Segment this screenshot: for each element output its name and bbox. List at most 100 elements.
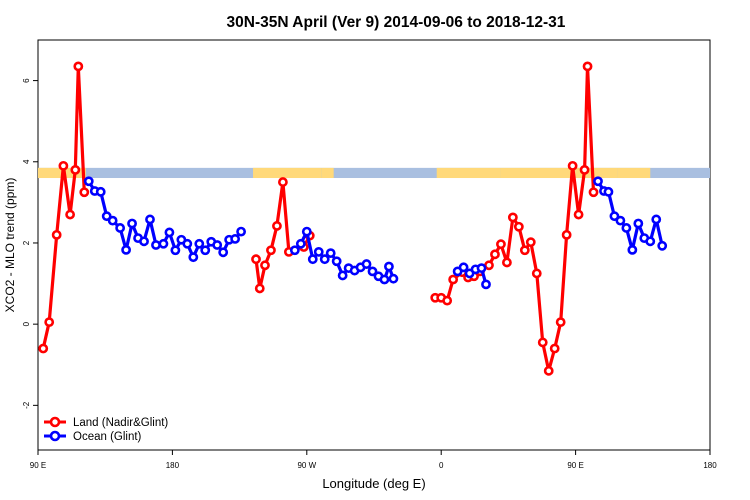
- data-point: [145, 214, 155, 225]
- data-point: [645, 236, 656, 247]
- data-point: [525, 237, 536, 248]
- data-point: [254, 283, 265, 294]
- data-point: [561, 229, 572, 240]
- data-point: [490, 249, 500, 260]
- data-point: [325, 248, 336, 259]
- data-point: [101, 211, 112, 222]
- land-band-segment: [500, 167, 576, 179]
- data-point: [170, 245, 181, 256]
- data-point: [442, 295, 453, 306]
- data-point: [307, 254, 318, 265]
- y-tick-label: 2: [22, 240, 31, 245]
- data-point: [361, 259, 372, 269]
- data-point: [621, 223, 632, 233]
- data-point: [194, 238, 205, 249]
- series-lines: [38, 61, 668, 376]
- data-point: [579, 165, 590, 175]
- data-point: [121, 244, 132, 255]
- data-point: [555, 317, 566, 328]
- data-point: [507, 212, 518, 223]
- data-point: [588, 187, 599, 198]
- data-point: [331, 256, 342, 267]
- data-point: [496, 239, 506, 250]
- data-point: [115, 223, 126, 233]
- series-land: [38, 61, 599, 376]
- data-point: [502, 257, 512, 268]
- x-tick-label: 90 W: [297, 461, 316, 470]
- data-point: [513, 221, 524, 232]
- data-point: [73, 61, 84, 72]
- data-point: [218, 247, 229, 258]
- data-point: [481, 279, 491, 290]
- chart-title: 30N-35N April (Ver 9) 2014-09-06 to 2018…: [227, 14, 566, 31]
- data-point: [593, 176, 603, 187]
- data-point: [212, 240, 223, 250]
- data-point: [289, 245, 300, 256]
- y-tick-label: 6: [22, 78, 31, 83]
- data-point: [567, 160, 578, 171]
- land-band-segment: [575, 167, 618, 179]
- data-point: [95, 186, 106, 197]
- data-point: [543, 365, 554, 376]
- data-point: [200, 245, 211, 256]
- data-point: [573, 209, 584, 220]
- x-tick-label: 180: [166, 461, 180, 470]
- data-point: [79, 187, 90, 198]
- data-point: [519, 245, 530, 256]
- data-point: [388, 273, 399, 284]
- data-point: [458, 262, 469, 273]
- data-point: [51, 229, 62, 240]
- data-point: [313, 247, 324, 257]
- data-point: [651, 214, 662, 225]
- land-band-segment: [617, 167, 651, 179]
- x-tick-label: 90 E: [30, 461, 46, 470]
- plot-frame: [37, 39, 711, 451]
- data-point: [295, 238, 306, 249]
- data-point: [627, 244, 638, 255]
- series-line: [254, 180, 291, 290]
- land-band-segment: [253, 167, 322, 179]
- y-tick-label: 0: [22, 321, 31, 326]
- y-tick-label: 4: [22, 159, 31, 164]
- data-point: [58, 160, 69, 171]
- legend-marker: [49, 416, 61, 428]
- data-point: [278, 177, 288, 187]
- data-point: [301, 226, 312, 237]
- data-point: [44, 317, 55, 328]
- y-axis-label: XCO2 - MLO trend (ppm): [3, 178, 17, 313]
- data-point: [484, 260, 494, 271]
- land-band-segment: [321, 167, 334, 179]
- data-point: [603, 186, 614, 197]
- data-point: [182, 238, 193, 249]
- x-tick-label: 0: [439, 461, 444, 470]
- legend-label: Land (Nadir&Glint): [73, 417, 168, 429]
- data-point: [70, 165, 81, 175]
- axes: 90 E 180 90 W 0 90 E 180 -2 0 2 4 6: [22, 78, 717, 470]
- data-point: [615, 215, 626, 226]
- y-tick-label: -2: [22, 401, 31, 409]
- land-band-segment: [436, 167, 501, 179]
- x-tick-label: 180: [703, 461, 717, 470]
- series-line: [41, 64, 86, 349]
- data-point: [476, 263, 487, 274]
- legend-marker: [49, 430, 61, 442]
- ocean-band: [38, 167, 710, 179]
- data-point: [633, 218, 644, 229]
- data-point: [337, 270, 348, 281]
- legend-label: Ocean (Glint): [73, 431, 142, 443]
- data-point: [65, 209, 76, 220]
- data-point: [266, 245, 276, 256]
- data-point: [537, 337, 548, 348]
- data-point: [164, 227, 175, 238]
- data-point: [367, 266, 378, 277]
- data-point: [379, 274, 390, 285]
- legend: Land (Nadir&Glint) Ocean (Glint): [44, 416, 168, 443]
- data-point: [384, 261, 394, 272]
- data-point: [448, 274, 459, 285]
- data-point: [38, 343, 49, 354]
- data-point: [83, 176, 94, 187]
- data-point: [549, 343, 560, 354]
- data-point: [230, 234, 241, 244]
- data-point: [251, 254, 261, 265]
